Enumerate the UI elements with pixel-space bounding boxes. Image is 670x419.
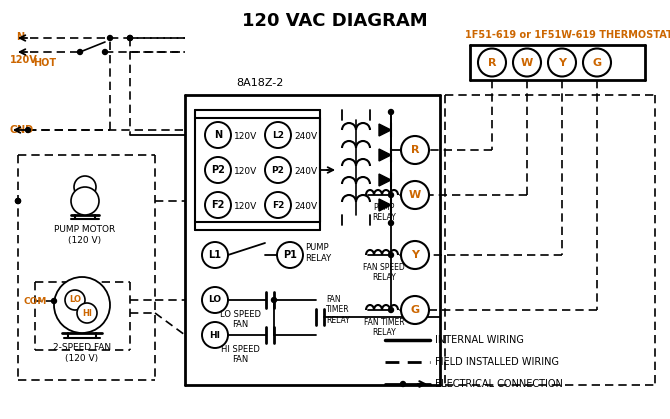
Text: COM: COM: [23, 297, 47, 305]
Circle shape: [202, 287, 228, 313]
Text: P2: P2: [211, 165, 225, 175]
Circle shape: [65, 290, 85, 310]
Circle shape: [71, 187, 99, 215]
Circle shape: [389, 109, 393, 114]
Circle shape: [103, 49, 107, 54]
Text: FIELD INSTALLED WIRING: FIELD INSTALLED WIRING: [435, 357, 559, 367]
Polygon shape: [379, 174, 391, 186]
Text: ELECTRICAL CONNECTION: ELECTRICAL CONNECTION: [435, 379, 563, 389]
Text: W: W: [521, 57, 533, 67]
Circle shape: [127, 36, 133, 41]
Circle shape: [77, 303, 97, 323]
Text: 120V: 120V: [10, 55, 38, 65]
Text: P2: P2: [271, 166, 285, 174]
Text: 120V: 120V: [234, 132, 257, 140]
Text: 120V: 120V: [234, 202, 257, 210]
Circle shape: [265, 157, 291, 183]
Circle shape: [389, 192, 393, 197]
Text: 120V: 120V: [234, 166, 257, 176]
Circle shape: [513, 49, 541, 77]
Text: L1: L1: [208, 250, 222, 260]
Circle shape: [389, 220, 393, 225]
Text: P1: P1: [283, 250, 297, 260]
Text: FAN
TIMER
RELAY: FAN TIMER RELAY: [326, 295, 350, 325]
Text: 240V: 240V: [294, 202, 317, 210]
Text: N: N: [214, 130, 222, 140]
Text: G: G: [592, 57, 602, 67]
Text: 120 VAC DIAGRAM: 120 VAC DIAGRAM: [242, 12, 428, 30]
Text: LO: LO: [69, 295, 81, 305]
Text: HI: HI: [210, 331, 220, 339]
Text: W: W: [409, 190, 421, 200]
Text: N: N: [16, 32, 24, 42]
Polygon shape: [379, 199, 391, 211]
Text: HOT: HOT: [33, 58, 56, 68]
Circle shape: [583, 49, 611, 77]
Circle shape: [401, 181, 429, 209]
Text: F2: F2: [272, 201, 284, 210]
Text: HI SPEED
FAN: HI SPEED FAN: [220, 345, 259, 365]
Circle shape: [52, 298, 56, 303]
Text: 2-SPEED FAN
(120 V): 2-SPEED FAN (120 V): [53, 343, 111, 363]
Circle shape: [271, 297, 277, 303]
Circle shape: [127, 36, 133, 41]
Circle shape: [107, 36, 113, 41]
Circle shape: [389, 308, 393, 313]
Text: PUMP MOTOR
(120 V): PUMP MOTOR (120 V): [54, 225, 116, 245]
Circle shape: [205, 157, 231, 183]
Polygon shape: [379, 124, 391, 136]
Circle shape: [74, 176, 96, 198]
Text: 1F51-619 or 1F51W-619 THERMOSTAT: 1F51-619 or 1F51W-619 THERMOSTAT: [465, 30, 670, 40]
Text: PUMP
RELAY: PUMP RELAY: [305, 243, 331, 263]
Text: Y: Y: [411, 250, 419, 260]
Text: LO: LO: [208, 295, 222, 305]
Text: L2: L2: [272, 130, 284, 140]
Text: G: G: [411, 305, 419, 315]
Circle shape: [277, 242, 303, 268]
Text: F2: F2: [211, 200, 224, 210]
Circle shape: [401, 296, 429, 324]
Text: R: R: [411, 145, 419, 155]
Text: 240V: 240V: [294, 166, 317, 176]
Circle shape: [15, 199, 21, 204]
Text: PUMP
RELAY: PUMP RELAY: [372, 203, 396, 222]
Text: 240V: 240V: [294, 132, 317, 140]
Circle shape: [25, 127, 31, 132]
Text: HI: HI: [82, 308, 92, 318]
Circle shape: [54, 277, 110, 333]
Text: FAN SPEED
RELAY: FAN SPEED RELAY: [363, 263, 405, 282]
Circle shape: [265, 192, 291, 218]
Polygon shape: [379, 149, 391, 161]
Circle shape: [78, 49, 82, 54]
Circle shape: [205, 122, 231, 148]
Circle shape: [265, 122, 291, 148]
Circle shape: [548, 49, 576, 77]
Text: LO SPEED
FAN: LO SPEED FAN: [220, 310, 261, 329]
Circle shape: [389, 253, 393, 258]
Text: FAN TIMER
RELAY: FAN TIMER RELAY: [364, 318, 404, 337]
Circle shape: [478, 49, 506, 77]
Circle shape: [202, 322, 228, 348]
Circle shape: [15, 199, 21, 204]
Circle shape: [401, 382, 405, 386]
Circle shape: [202, 242, 228, 268]
Circle shape: [205, 192, 231, 218]
Text: INTERNAL WIRING: INTERNAL WIRING: [435, 335, 524, 345]
Circle shape: [401, 136, 429, 164]
Text: 8A18Z-2: 8A18Z-2: [237, 78, 283, 88]
Text: GND: GND: [10, 125, 34, 135]
Circle shape: [401, 241, 429, 269]
Text: R: R: [488, 57, 496, 67]
Text: Y: Y: [558, 57, 566, 67]
